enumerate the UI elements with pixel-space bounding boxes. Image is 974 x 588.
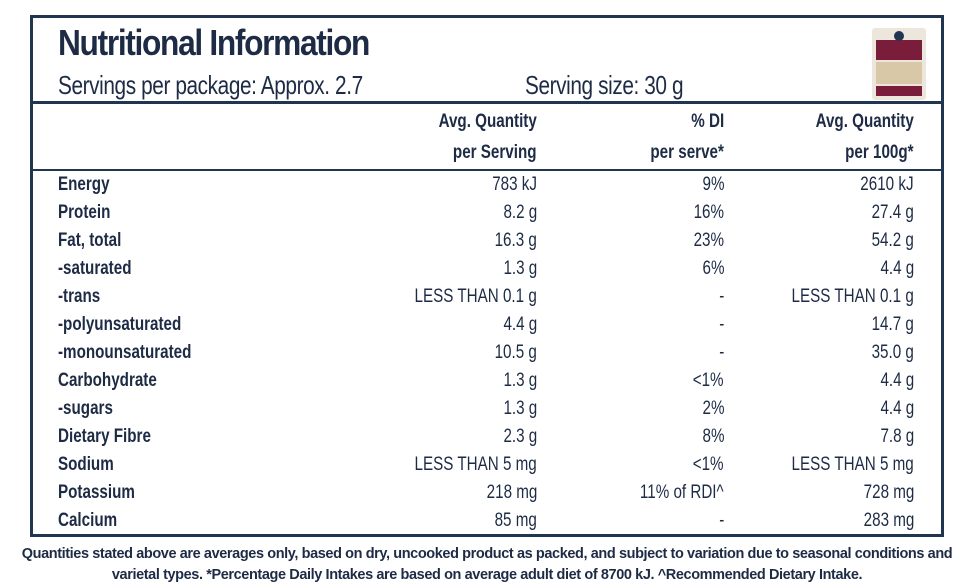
nutrient-label: Calcium <box>58 510 118 531</box>
nutrient-label: Dietary Fibre <box>58 426 151 447</box>
nutrient-value: 11% of RDI^ <box>640 482 724 503</box>
nutrient-value: 1.3 g <box>503 258 537 279</box>
nutrient-label: Energy <box>58 174 110 195</box>
nutrient-value: LESS THAN 5 mg <box>414 454 537 475</box>
nutrient-label: Fat, total <box>58 230 122 251</box>
column-header: % DI <box>691 111 724 132</box>
rule <box>33 169 941 171</box>
nutrient-value: 283 mg <box>863 510 914 531</box>
nutrient-value: 35.0 g <box>871 342 914 363</box>
nutrient-value: 728 mg <box>863 482 914 503</box>
nutrient-value: 8% <box>702 426 724 447</box>
nutrient-value: <1% <box>693 454 724 475</box>
nutrient-value: - <box>718 510 724 531</box>
nutrient-label: -monounsaturated <box>58 342 192 363</box>
nutrient-value: 14.7 g <box>871 314 914 335</box>
nutrient-value: 54.2 g <box>871 230 914 251</box>
nutrient-label: Potassium <box>58 482 135 503</box>
title: Nutritional Information <box>58 22 370 63</box>
nutrient-value: 7.8 g <box>880 426 914 447</box>
nutrient-label: Sodium <box>58 454 114 475</box>
column-header: per serve* <box>650 142 724 163</box>
nutrient-value: 4.4 g <box>880 398 914 419</box>
nutrient-label: -sugars <box>58 398 113 419</box>
nutrient-value: 6% <box>702 258 724 279</box>
nutrient-value: 4.4 g <box>503 314 537 335</box>
serving-size: Serving size: 30 g <box>525 70 684 100</box>
nutrient-label: -polyunsaturated <box>58 314 182 335</box>
column-header: per Serving <box>453 142 537 163</box>
column-header: per 100g* <box>845 142 914 163</box>
nutrient-value: 10.5 g <box>494 342 537 363</box>
nutrient-label: -saturated <box>58 258 132 279</box>
nutrient-value: 2.3 g <box>503 426 537 447</box>
nutrient-label: -trans <box>58 286 101 307</box>
nutrient-value: 16.3 g <box>494 230 537 251</box>
nutrient-value: 9% <box>702 174 724 195</box>
column-header: Avg. Quantity <box>815 111 914 132</box>
nutrient-value: 85 mg <box>494 510 537 531</box>
nutrient-value: LESS THAN 5 mg <box>791 454 914 475</box>
nutrient-value: 4.4 g <box>880 370 914 391</box>
servings-per-package: Servings per package: Approx. 2.7 <box>58 70 363 100</box>
nutrient-value: 1.3 g <box>503 370 537 391</box>
column-header: Avg. Quantity <box>438 111 537 132</box>
nutrient-label: Protein <box>58 202 111 223</box>
panel-border <box>30 15 944 537</box>
nutrient-label: Carbohydrate <box>58 370 157 391</box>
nutrient-value: 1.3 g <box>503 398 537 419</box>
nutrient-value: 218 mg <box>486 482 537 503</box>
nutrient-value: 16% <box>693 202 724 223</box>
nutrient-value: 4.4 g <box>880 258 914 279</box>
nutrient-value: 783 kJ <box>492 174 537 195</box>
nutrient-value: 27.4 g <box>871 202 914 223</box>
nutrient-value: - <box>718 342 724 363</box>
nutrient-value: 2610 kJ <box>860 174 914 195</box>
nutrient-value: - <box>718 286 724 307</box>
nutrient-value: LESS THAN 0.1 g <box>791 286 914 307</box>
nutrient-value: <1% <box>693 370 724 391</box>
product-image <box>872 28 926 100</box>
rule <box>33 101 941 104</box>
nutrient-value: 23% <box>693 230 724 251</box>
footnote: Quantities stated above are averages onl… <box>21 546 953 583</box>
nutrient-value: - <box>718 314 724 335</box>
nutrient-value: 2% <box>702 398 724 419</box>
nutrient-value: LESS THAN 0.1 g <box>414 286 537 307</box>
nutrient-value: 8.2 g <box>503 202 537 223</box>
